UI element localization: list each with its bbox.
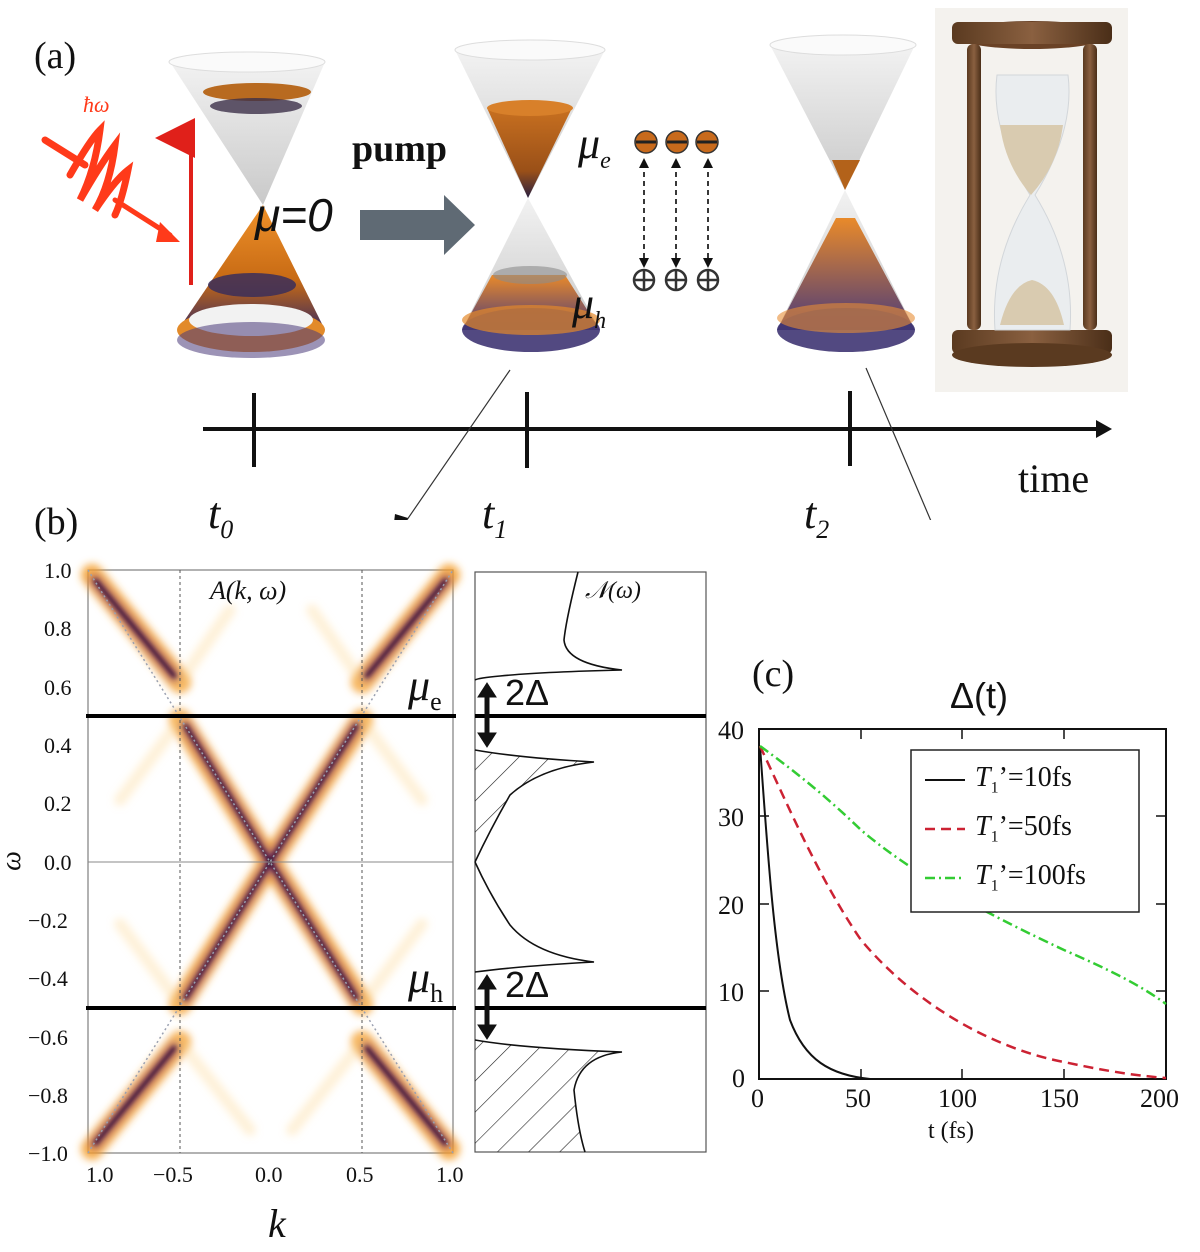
gap-decay-title: Δ(t): [950, 675, 1009, 716]
photon-energy-label: ħω: [83, 92, 110, 117]
panel-c-label: (c): [752, 653, 795, 695]
connector-arrows: [394, 367, 932, 520]
panel-b-label: (b): [34, 501, 79, 543]
series-50fs: [758, 745, 1167, 1080]
electron-icon: [634, 130, 658, 154]
legend-item-100fs: T1’=100fs: [975, 860, 1086, 895]
timeline: [203, 391, 1112, 468]
dos-title: 𝒩(ω): [585, 578, 641, 604]
panel-a-graphics: [41, 8, 1128, 520]
electron-icon: [695, 130, 719, 154]
electron-hole-pairs: [632, 130, 720, 292]
c-x-axis-label: t (fs): [928, 1118, 974, 1144]
gap-label-lower: 2Δ: [505, 964, 550, 1005]
x-axis-label: k: [268, 1201, 286, 1246]
mu-e-line-label: μe: [408, 661, 442, 716]
hole-icon: [696, 268, 720, 292]
timeline-tick-t1: t1: [482, 489, 508, 544]
series-10fs: [759, 745, 871, 1080]
gap-label-upper: 2Δ: [505, 672, 550, 713]
legend-item-50fs: T1’=50fs: [975, 811, 1072, 846]
pump-label: pump: [352, 128, 448, 170]
timeline-tick-t2: t2: [804, 489, 830, 544]
dirac-cone-t1: [454, 39, 606, 352]
time-axis-label: time: [1018, 456, 1090, 501]
mu-h-line-label: μh: [408, 953, 444, 1008]
pump-arrow-icon: [360, 195, 475, 255]
timeline-tick-t0: t0: [208, 489, 234, 544]
electron-icon: [665, 130, 689, 154]
hole-icon: [632, 268, 656, 292]
hole-icon: [664, 268, 688, 292]
mu-e-label: μe: [578, 119, 611, 174]
panel-a-label: (a): [34, 35, 77, 77]
photon-wave-icon: [41, 120, 180, 242]
spectral-function-title: A(k, ω): [210, 576, 287, 605]
dirac-cone-t2: [769, 34, 917, 352]
mu-zero-label: μ=0: [255, 189, 333, 241]
legend-item-10fs: T1’=10fs: [975, 762, 1072, 797]
dirac-cone-t0: [168, 51, 326, 358]
hourglass-image: [935, 8, 1128, 392]
mu-h-label: μh: [572, 279, 607, 334]
